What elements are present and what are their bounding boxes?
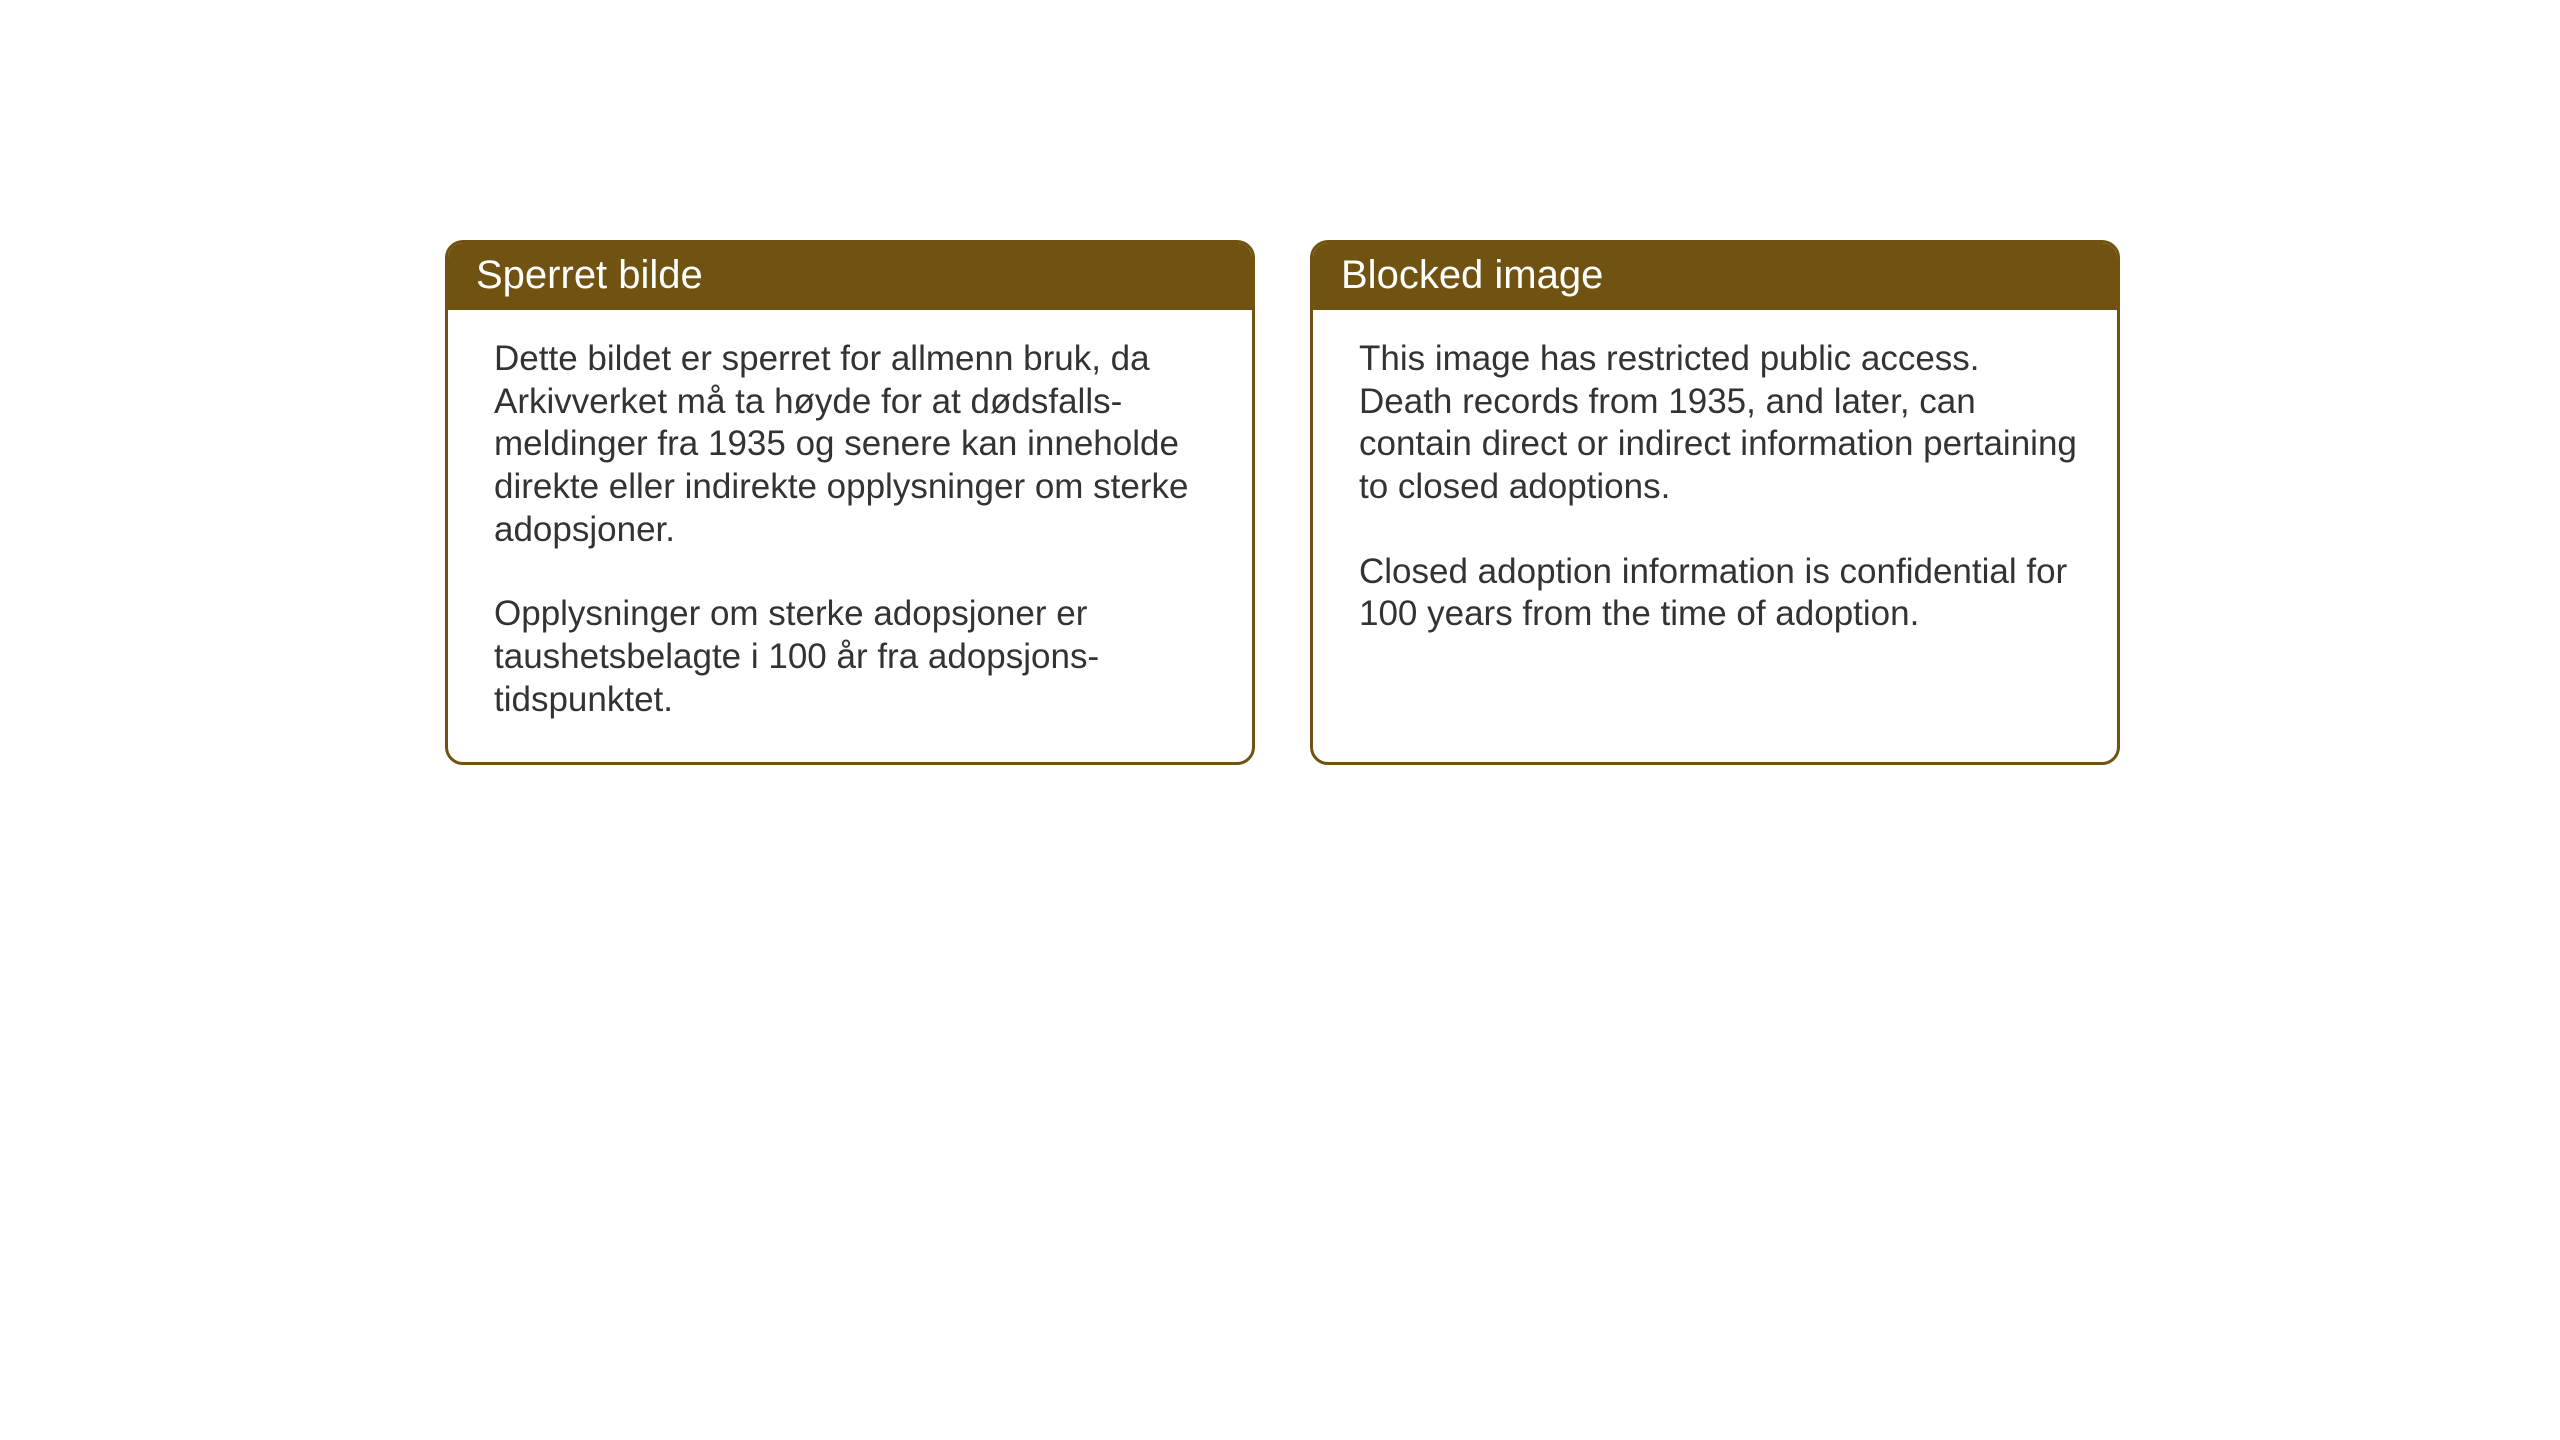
english-paragraph-2: Closed adoption information is confident… — [1359, 551, 2077, 636]
english-card-body: This image has restricted public access.… — [1313, 310, 2117, 676]
english-card-title: Blocked image — [1313, 243, 2117, 310]
english-notice-card: Blocked image This image has restricted … — [1310, 240, 2120, 765]
english-paragraph-1: This image has restricted public access.… — [1359, 338, 2077, 509]
norwegian-card-body: Dette bildet er sperret for allmenn bruk… — [448, 310, 1252, 762]
notice-cards-container: Sperret bilde Dette bildet er sperret fo… — [445, 240, 2120, 765]
norwegian-paragraph-1: Dette bildet er sperret for allmenn bruk… — [494, 338, 1212, 551]
norwegian-card-title: Sperret bilde — [448, 243, 1252, 310]
norwegian-notice-card: Sperret bilde Dette bildet er sperret fo… — [445, 240, 1255, 765]
norwegian-paragraph-2: Opplysninger om sterke adopsjoner er tau… — [494, 593, 1212, 721]
